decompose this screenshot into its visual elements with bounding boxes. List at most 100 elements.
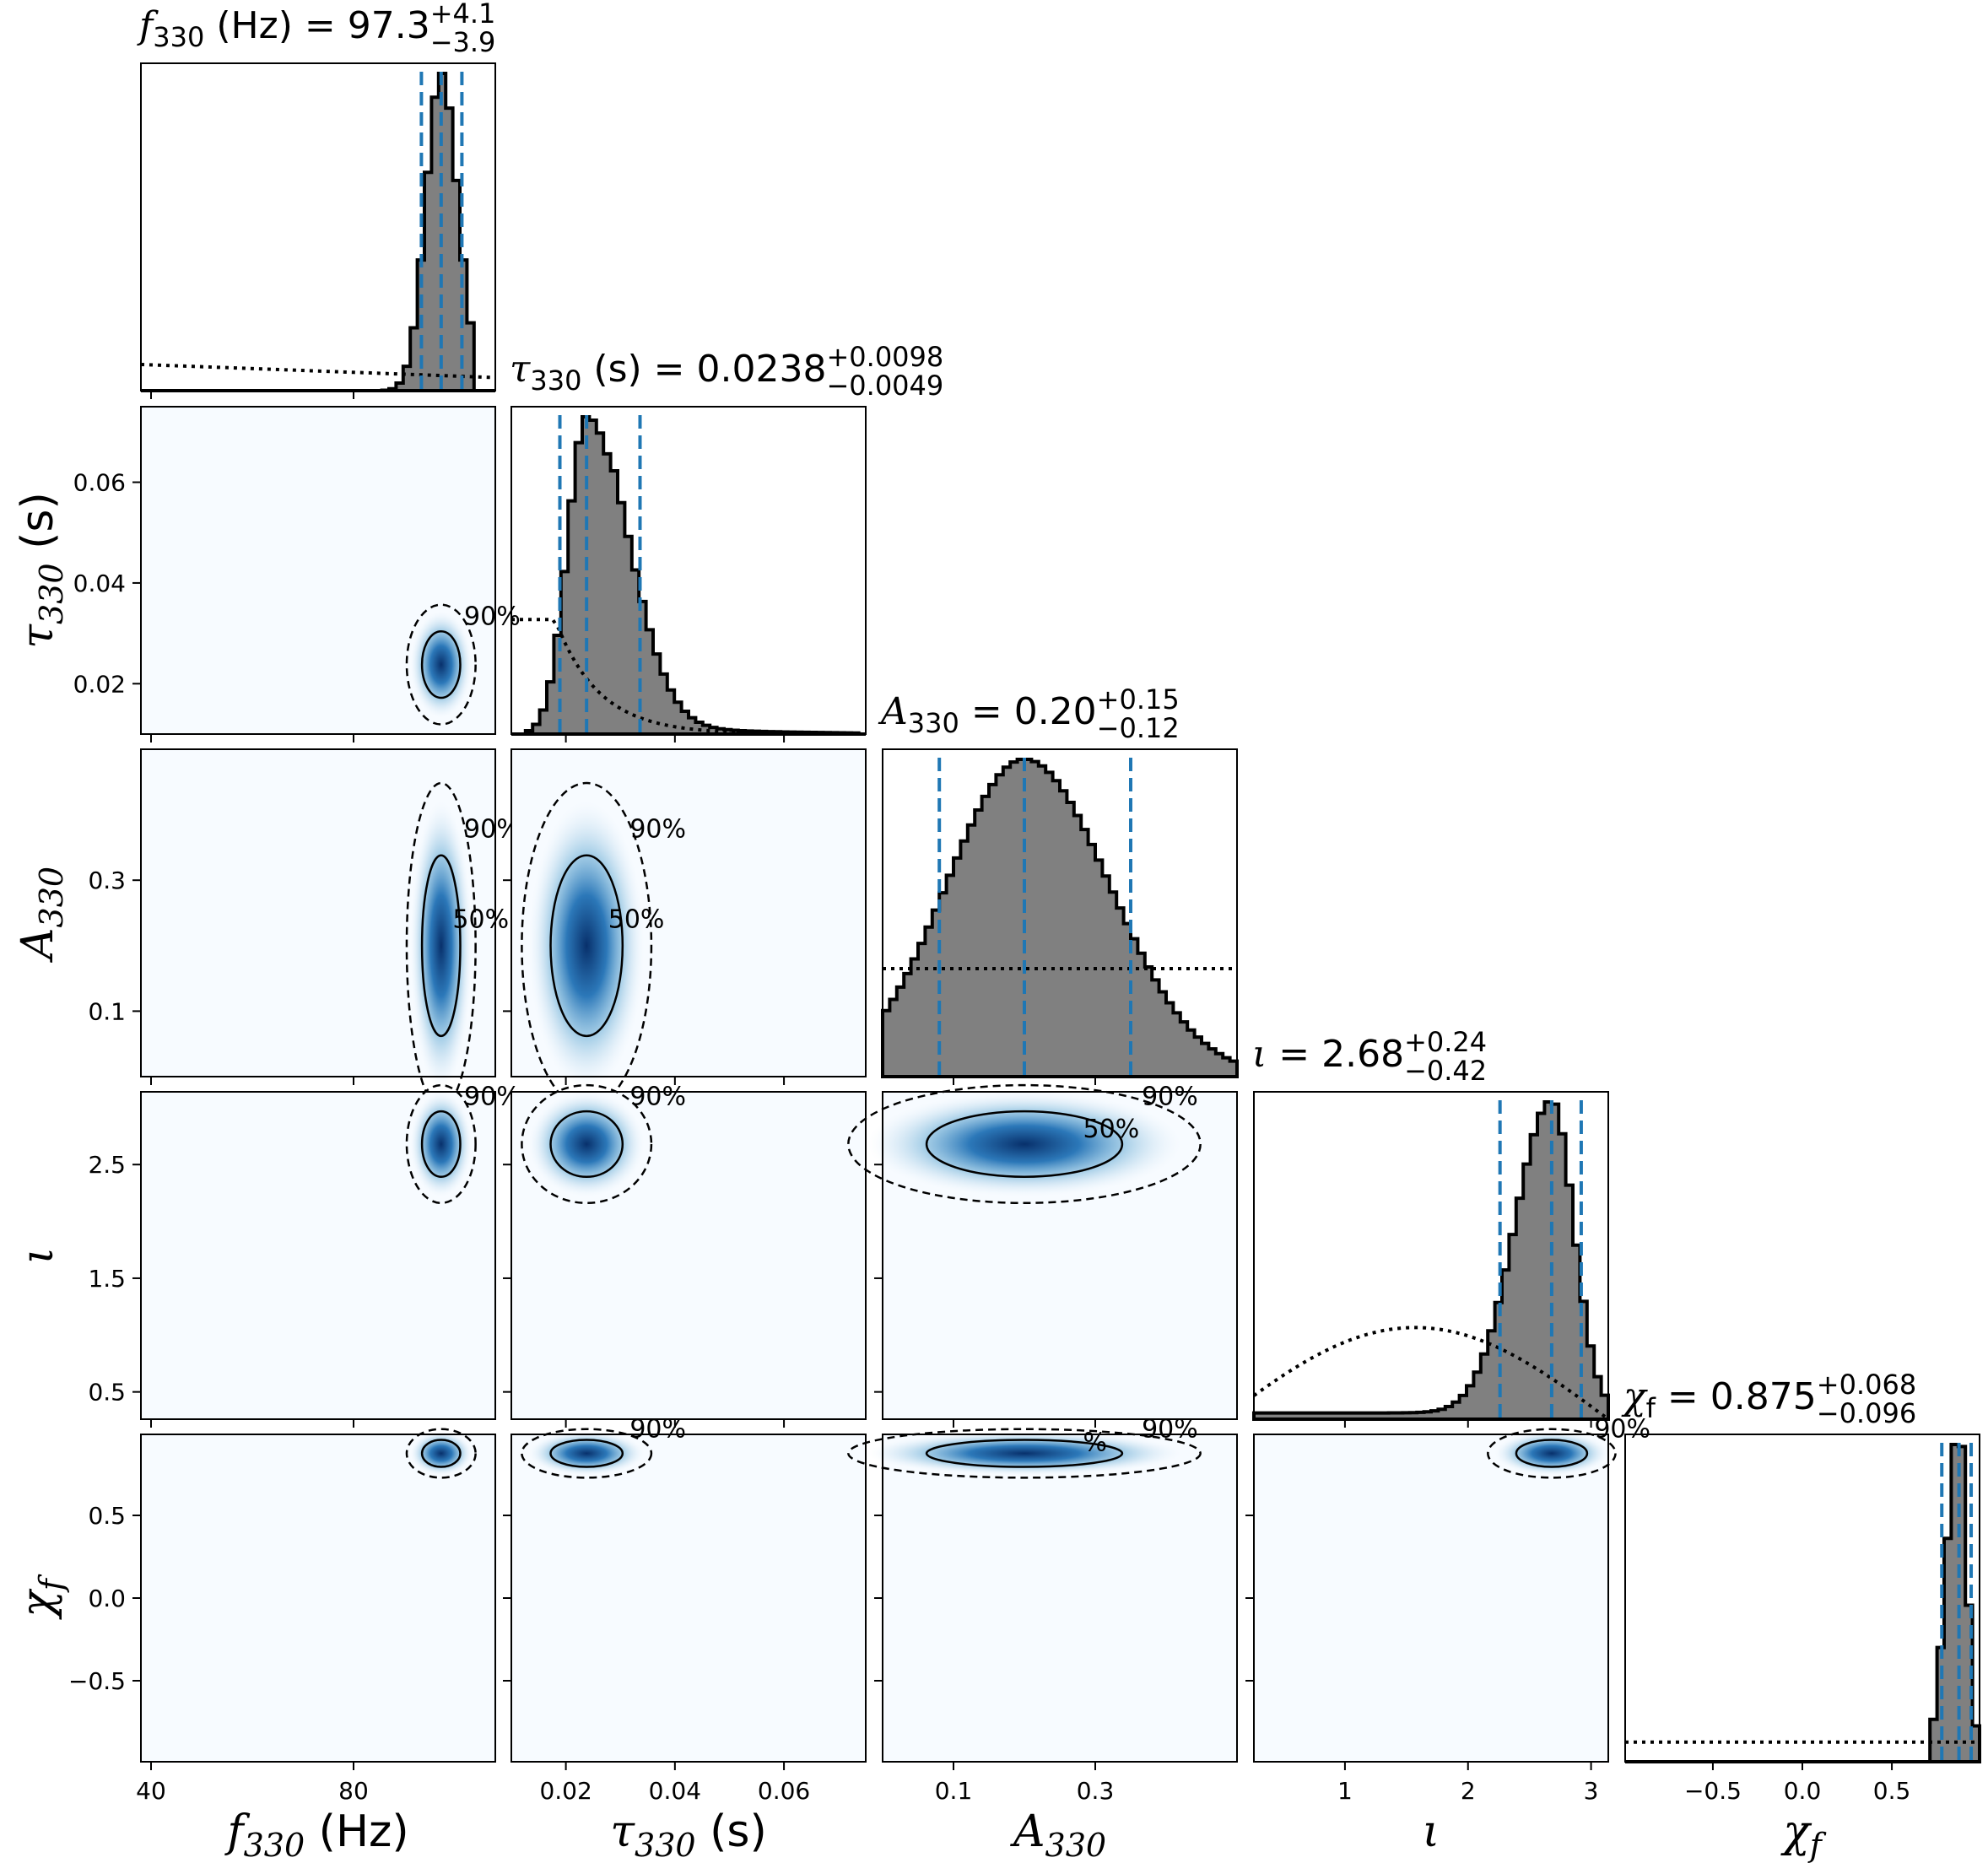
contour-label: 90% [464,602,521,631]
density-blob [410,801,473,1091]
panel-f330-tau330: 90% [140,406,521,735]
density-blob [1494,1431,1609,1476]
panel-frame [140,1091,496,1420]
prior-histogram [140,362,496,380]
density-blob [410,1091,473,1197]
y-tick-label: 0.5 [88,1379,126,1407]
y-tick-label: 0.3 [88,867,126,894]
x-tick-label: 0.1 [935,1777,973,1805]
contour-90 [521,781,653,1110]
contour-90 [847,1428,1202,1479]
x-axis-label-iota: ι [1423,1806,1440,1857]
contour-50 [420,1439,462,1468]
contour-label: % [1083,1428,1108,1457]
x-tick-label: 0.04 [649,1777,701,1805]
density-blob [528,801,645,1091]
posterior-histogram [1252,1100,1610,1421]
density-background [511,1434,866,1762]
x-tick-label: 40 [136,1777,166,1805]
density-blob [410,611,473,718]
contour-label: 50% [608,904,665,934]
density-blob [410,1431,473,1476]
contour-label: 90% [629,1414,686,1444]
contour-label: 50% [1083,1115,1140,1144]
density-background [1254,1434,1608,1762]
panel-frame [882,1091,1238,1420]
panel-frame [140,406,496,735]
hist-title-iota: ι = 2.68+0.24 [1252,1026,1487,1076]
histogram-chif [1624,1434,1981,1763]
histogram-tau330 [511,406,867,736]
posterior-histogram [881,758,1239,1078]
hist-title-tau330: τ330 (s) = 0.0238+0.0098 [510,341,943,397]
x-tick-label: 0.06 [758,1777,810,1805]
hist-title-chif: χf = 0.875+0.068 [1621,1369,1916,1424]
contour-90 [1487,1428,1617,1479]
y-axis-label-tau330: τ330 (s) [13,492,70,649]
density-background [141,1434,495,1762]
x-tick-label: 0.02 [539,1777,592,1805]
y-tick-label: 2.5 [88,1151,126,1179]
panels: 90%90%50%90%50%90% 90% 90%50%90% 90%% 90% [132,62,1981,1770]
contour-label: 90% [1142,1414,1198,1444]
contour-50 [925,1110,1124,1179]
panel-frame [140,748,496,1077]
y-axis-label-chif: χf [13,1574,70,1621]
hist-title-minus: −3.9 [430,26,496,58]
x-tick-label: 3 [1584,1777,1599,1805]
hist-title-minus: −0.096 [1817,1397,1916,1429]
panel-iota-chif: 90% [1253,1414,1650,1763]
histogram-A330 [881,748,1239,1078]
panel-frame [511,1091,867,1420]
y-axis-label-A330: A330 [13,867,70,963]
x-tick-label: 1 [1337,1777,1353,1805]
hist-frame [882,748,1238,1077]
panel-A330-iota: 90%50% [847,1082,1238,1420]
y-tick-label: 0.04 [73,570,126,597]
y-tick-label: 0.1 [88,997,126,1025]
y-tick-label: 0.5 [88,1502,126,1530]
contour-90 [405,1083,477,1205]
panel-frame [511,748,867,1077]
density-blob [867,1431,1181,1476]
hist-title-f330: f330 (Hz) = 97.3+4.1 [137,0,495,53]
y-tick-label: 1.5 [88,1265,126,1293]
density-blob [528,1091,645,1197]
x-axis-label-chif: χf [1780,1806,1827,1863]
panel-A330-chif: 90%% [847,1414,1238,1763]
contour-50 [420,1110,462,1179]
contour-label: 90% [1142,1082,1198,1111]
hist-background [1625,1434,1980,1762]
y-tick-label: 0.06 [73,469,126,497]
contour-50 [420,854,462,1038]
contour-label: 90% [629,814,686,844]
y-axis-label-iota: ι [13,1247,63,1264]
x-tick-label: 80 [338,1777,369,1805]
contour-90 [521,1083,653,1205]
panel-f330-iota: 90% [140,1082,521,1420]
contour-90 [521,1428,653,1479]
hist-title-minus: −0.12 [1097,712,1180,744]
hist-title-A330: A330 = 0.20+0.15 [878,683,1180,739]
x-tick-label: 0.0 [1784,1777,1822,1805]
y-tick-label: 0.0 [88,1585,126,1612]
contour-50 [549,1110,624,1179]
panel-tau330-iota: 90% [511,1082,867,1420]
contour-label: 50% [452,904,509,934]
contour-label: 90% [629,1082,686,1111]
contour-50 [549,1439,624,1468]
x-axis-label-A330: A330 [1010,1806,1106,1863]
density-blob [528,1431,645,1476]
hist-frame [511,406,867,735]
panel-tau330-A330: 90% 50% [511,748,867,1110]
y-tick-label: 0.02 [73,670,126,698]
contour-50 [549,854,624,1038]
histogram-iota [1252,1091,1610,1421]
contour-50 [1515,1439,1589,1468]
labels: f330 (Hz) = 97.3+4.1−3.9 τ330 (s) = 0.023… [13,0,1916,1863]
panel-f330-chif [140,1428,496,1763]
prior-histogram [1252,1326,1610,1421]
histogram-f330 [140,62,496,392]
x-tick-label: 2 [1461,1777,1476,1805]
